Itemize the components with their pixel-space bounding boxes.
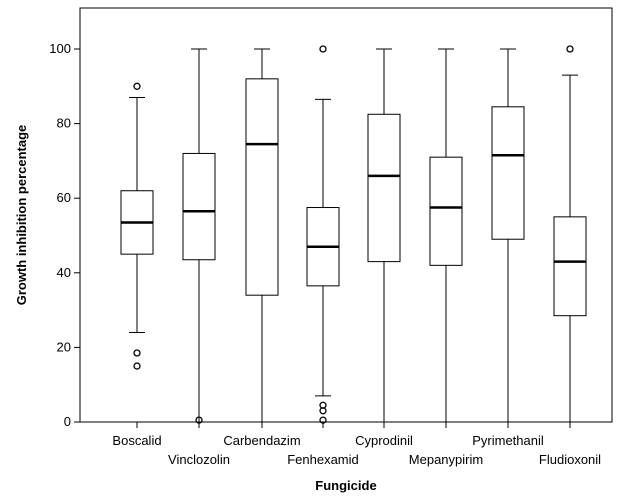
- box-group-0: [120, 82, 154, 370]
- x-tick-label-3: Fenhexamid: [287, 452, 359, 467]
- x-axis: Boscalid Vinclozolin Carbendazim Fenhexamid…: [112, 422, 601, 467]
- y-tick-label-60: 60: [57, 190, 71, 205]
- x-tick-label-4: Cyprodinil: [355, 433, 413, 448]
- x-tick-label-2: Carbendazim: [223, 433, 300, 448]
- outlier-point: [133, 82, 141, 90]
- iqr-box: [245, 78, 279, 296]
- iqr-box: [429, 156, 463, 266]
- x-tick-label-0: Boscalid: [112, 433, 161, 448]
- x-tick-label-6: Pyrimethanil: [472, 433, 544, 448]
- y-tick-label-80: 80: [57, 116, 71, 131]
- y-tick-label-100: 100: [49, 41, 71, 56]
- box-group-5: [429, 48, 463, 423]
- iqr-box: [553, 216, 587, 317]
- box-group-4: [367, 48, 401, 423]
- box-group-1: [182, 48, 216, 424]
- box-group-7: [553, 45, 587, 423]
- plot-frame: [79, 7, 613, 423]
- y-tick-label-40: 40: [57, 265, 71, 280]
- box-group-2: [245, 48, 279, 423]
- iqr-box: [367, 113, 401, 263]
- y-tick-label-0: 0: [64, 414, 71, 429]
- outlier-point: [319, 416, 327, 424]
- y-tick-label-20: 20: [57, 339, 71, 354]
- outlier-point: [195, 416, 203, 424]
- x-tick-label-7: Fludioxonil: [539, 452, 601, 467]
- outlier-point: [133, 349, 141, 357]
- boxes: [120, 45, 587, 424]
- x-axis-title: Fungicide: [315, 478, 376, 493]
- outlier-point: [133, 362, 141, 370]
- iqr-box: [491, 106, 525, 240]
- y-axis: 0 20 40 60 80 100: [49, 41, 80, 429]
- iqr-box: [182, 152, 216, 261]
- box-group-6: [491, 48, 525, 423]
- outlier-point: [319, 407, 327, 415]
- x-tick-label-5: Mepanypirim: [409, 452, 483, 467]
- outlier-point: [319, 45, 327, 53]
- box-group-3: [306, 45, 340, 424]
- x-tick-label-1: Vinclozolin: [168, 452, 230, 467]
- y-axis-title: Growth inhibition percentage: [14, 125, 29, 306]
- outlier-point: [566, 45, 574, 53]
